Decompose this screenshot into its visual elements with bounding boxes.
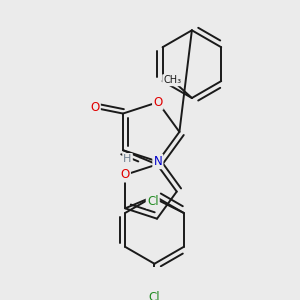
Text: N: N	[154, 155, 162, 168]
Text: CH₃: CH₃	[163, 75, 181, 85]
Text: Cl: Cl	[148, 291, 160, 300]
Text: Cl: Cl	[147, 194, 159, 208]
Text: O: O	[121, 168, 130, 181]
Text: O: O	[90, 101, 100, 115]
Text: H: H	[123, 154, 132, 164]
Text: O: O	[153, 96, 163, 109]
